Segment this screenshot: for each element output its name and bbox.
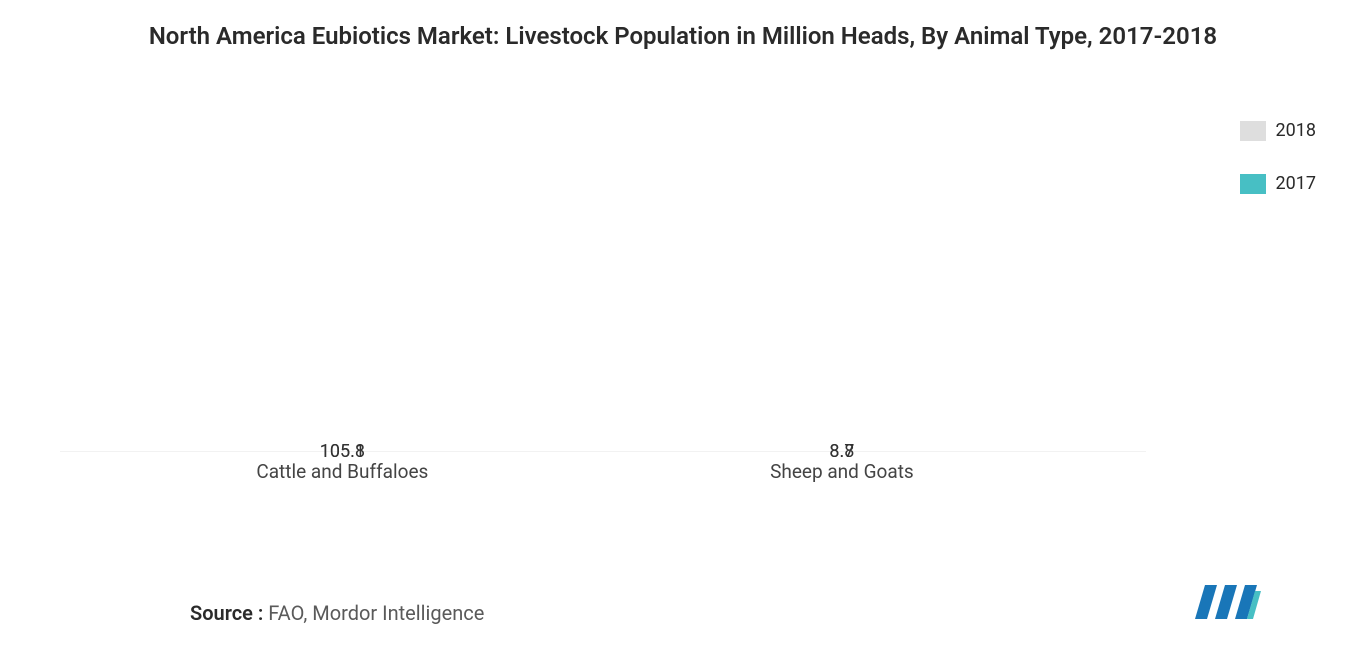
source-text: FAO, Mordor Intelligence [263,601,484,625]
legend-item: 2018 [1240,120,1316,141]
legend: 2018 2017 [1240,120,1316,226]
category-label: Sheep and Goats [770,460,914,483]
category-label: Cattle and Buffaloes [256,460,428,483]
brand-logo-icon [1191,585,1261,627]
legend-item: 2017 [1240,173,1316,194]
legend-label: 2017 [1276,173,1316,194]
chart-title: North America Eubiotics Market: Livestoc… [0,0,1366,62]
source-citation: Source : FAO, Mordor Intelligence [190,601,484,625]
legend-label: 2018 [1276,120,1316,141]
category-axis: Cattle and Buffaloes Sheep and Goats [60,452,1146,492]
legend-swatch-icon [1240,121,1266,141]
plot-area: 105.8105.18.88.7 [60,82,1146,452]
chart-area: 105.8105.18.88.7 Cattle and Buffaloes She… [0,62,1366,492]
legend-swatch-icon [1240,174,1266,194]
source-label: Source : [190,601,263,625]
